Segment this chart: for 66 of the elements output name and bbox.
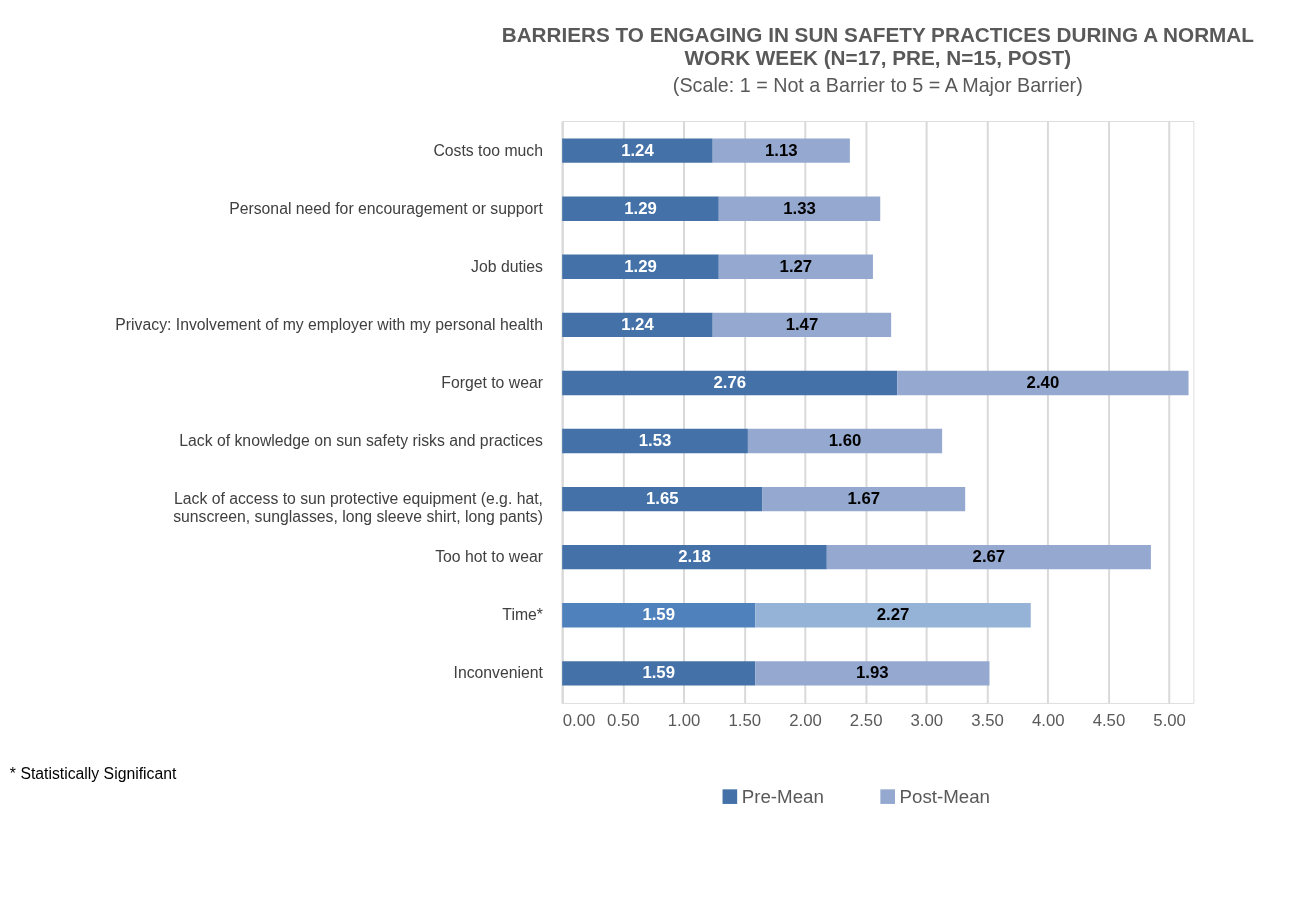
data-label: 1.60 [828,430,862,450]
y-tick-label: Lack of knowledge on sun safety risks and practices [179,431,544,449]
x-tick-label: 5.00 [1153,711,1186,731]
y-tick-label: Job duties [471,257,544,275]
data-label: 2.76 [713,372,747,392]
y-tick-label: Costs too much [433,141,543,159]
bar [562,544,827,570]
text: * Statistically Significant [9,764,177,782]
data-label: 2.67 [972,547,1006,567]
x-tick-label: 3.00 [910,711,944,731]
data-label: 1.93 [856,663,889,683]
bar [712,312,892,338]
y-tick-label: Too hot to wear [435,548,543,566]
data-label: 1.33 [783,198,816,218]
bar [562,254,719,279]
x-tick-label: 0.00 [562,711,596,731]
x-tick-label: 1.50 [728,711,762,731]
data-label: 1.59 [642,663,675,683]
legend-label: Post-Mean [899,785,991,807]
x-tick-label: 0.50 [607,711,640,731]
bar [718,196,881,221]
data-label: 1.24 [621,140,655,160]
bar [755,603,1031,628]
bar [762,486,966,512]
bar [562,196,719,221]
data-label: 1.13 [764,140,798,160]
x-tick-label: 4.00 [1031,711,1065,731]
bar [562,603,756,628]
data-label: 1.29 [624,198,657,218]
x-tick-label: 4.50 [1092,711,1126,731]
x-tick-label: 1.00 [667,711,701,731]
data-label: 1.47 [785,314,819,334]
bar [562,312,713,338]
bar [747,428,943,454]
bar [718,254,873,279]
y-tick-label: Forget to wear [441,373,543,391]
bar [562,486,763,512]
data-label: 1.65 [646,489,679,509]
chart-subtitle: (Scale: 1 = Not a Barrier to 5 = A Major Barrier) [672,74,1083,97]
chart-title: BARRIERS TO ENGAGING IN SUN SAFETY PRACTICES DURING A NORMAL WORK WEEK (N=17, PRE, N=15, POST) [501,23,1255,69]
bar [826,544,1151,570]
y-tick-label: Personal need for encouragement or support [229,199,544,217]
bar [562,428,748,454]
bar [712,138,850,163]
data-label: 1.27 [779,256,813,276]
data-label: 1.24 [621,314,655,334]
bar [897,370,1189,396]
data-label: 1.67 [847,489,881,509]
bar [562,138,713,163]
data-label: 1.29 [624,256,657,276]
bar [755,661,990,686]
bar [562,661,756,686]
data-label: 2.27 [876,605,910,625]
x-tick-label: 2.00 [789,711,822,731]
y-tick-label: Time* [502,606,543,624]
y-tick-label: Lack of access to sun protective equipment (e.g. hat, sunscreen, sunglasses, long sleeve shirt, long pants) [173,490,543,525]
x-tick-label: 3.50 [971,711,1004,731]
legend-label: Pre-Mean [741,785,824,807]
data-label: 1.59 [642,605,675,625]
data-label: 2.40 [1026,372,1060,392]
data-label: 2.18 [678,547,711,567]
y-tick-label: Privacy: Involvement of my employer with my personal health [115,315,543,333]
x-tick-label: 2.50 [849,711,883,731]
data-label: 1.53 [638,430,672,450]
y-tick-label: Inconvenient [453,664,544,682]
bar [562,370,898,396]
